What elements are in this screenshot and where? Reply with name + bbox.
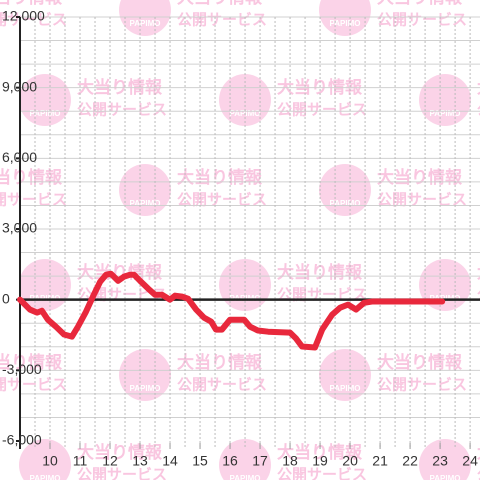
- watermark-title: 大当り情報: [0, 167, 63, 188]
- watermark-circle: [219, 439, 271, 480]
- watermark-subtitle: 公開サービス: [377, 376, 467, 394]
- watermark-circle: [119, 0, 171, 36]
- watermark-logo: PAPIMO: [130, 199, 161, 208]
- watermark-title: 大当り情報: [277, 262, 363, 283]
- watermark-title: 大当り情報: [77, 442, 163, 463]
- x-tick-label: 20: [342, 453, 358, 469]
- x-tick-label: 18: [282, 453, 298, 469]
- y-tick-label: -3,000: [2, 361, 42, 377]
- watermark-subtitle: 公開サービス: [177, 376, 267, 394]
- watermark-title: 大当り情報: [177, 167, 263, 188]
- watermark-title: 大当り情報: [0, 352, 63, 373]
- watermark-circle: [219, 74, 271, 126]
- x-tick-label: 16: [222, 453, 238, 469]
- watermark-title: 大当り情報: [0, 0, 63, 8]
- x-tick-label: 24: [462, 453, 478, 469]
- y-tick-label: 0: [2, 290, 10, 306]
- watermark-title: 大当り情報: [477, 262, 480, 283]
- watermark-subtitle: 公開サービス: [0, 376, 67, 394]
- watermark-title: 大当り情報: [377, 0, 463, 8]
- plot: [17, 17, 480, 449]
- watermark-circle: [19, 74, 71, 126]
- x-tick-label: 17: [252, 453, 268, 469]
- x-tick-label: 11: [73, 453, 88, 469]
- x-tick-label: 13: [132, 453, 148, 469]
- x-tick-label: 14: [162, 453, 178, 469]
- watermark-logo: PAPIMO: [130, 384, 161, 393]
- watermark-subtitle: 公開サービス: [277, 101, 367, 119]
- watermark-logo: PAPIMO: [430, 474, 461, 480]
- watermark-circle: [119, 164, 171, 216]
- x-tick-label: 19: [312, 453, 328, 469]
- y-tick-label: 6,000: [2, 149, 37, 165]
- watermark-subtitle: 公開サービス: [77, 101, 167, 119]
- watermark-subtitle: 公開サービス: [377, 11, 467, 29]
- watermark-title: 大当り情報: [177, 0, 263, 8]
- y-tick-label: -6,000: [2, 432, 42, 448]
- watermark-logo: PAPIMO: [330, 384, 361, 393]
- watermark-subtitle: 公開サービス: [0, 11, 67, 29]
- y-tick-label: 3,000: [2, 220, 37, 236]
- x-tick-label: 22: [402, 453, 418, 469]
- watermark-title: 大当り情報: [277, 442, 363, 463]
- watermark-logo: PAPIMO: [430, 109, 461, 118]
- watermark-title: 大当り情報: [377, 167, 463, 188]
- watermark-title: 大当り情報: [77, 262, 163, 283]
- watermark-subtitle: 公開サービス: [177, 11, 267, 29]
- x-tick-label: 23: [432, 453, 448, 469]
- watermark-circle: [119, 349, 171, 401]
- watermark-logo: PAPIMO: [330, 19, 361, 28]
- watermark-circle: [419, 439, 471, 480]
- watermark-title: 大当り情報: [377, 352, 463, 373]
- watermark-logo: PAPIMO: [330, 199, 361, 208]
- x-tick-label: 15: [192, 453, 208, 469]
- watermark-logo: PAPIMO: [230, 474, 261, 480]
- watermark-title: 大当り情報: [177, 352, 263, 373]
- x-tick-label: 10: [42, 453, 58, 469]
- watermark-circle: [419, 259, 471, 311]
- y-tick-label: 9,000: [2, 78, 37, 94]
- x-tick-label: 21: [372, 453, 388, 469]
- watermark-logo: PAPIMO: [130, 19, 161, 28]
- watermark-circle: [19, 259, 71, 311]
- y-tick-label: 12,000: [2, 8, 45, 24]
- watermark-subtitle: 公開サービス: [477, 286, 480, 304]
- watermark-subtitle: 公開サービス: [477, 101, 480, 119]
- watermark-circle: [419, 74, 471, 126]
- x-tick-label: 12: [102, 453, 118, 469]
- watermark-logo: PAPIMO: [30, 474, 61, 480]
- watermark-subtitle: 公開サービス: [177, 191, 267, 209]
- watermark-title: 大当り情報: [477, 442, 480, 463]
- watermark-subtitle: 公開サービス: [77, 466, 167, 480]
- watermark-logo: PAPIMO: [30, 109, 61, 118]
- watermark-subtitle: 公開サービス: [277, 466, 367, 480]
- watermark-circle: [319, 349, 371, 401]
- watermark-circle: [319, 0, 371, 36]
- data-line: [17, 270, 446, 351]
- watermark-subtitle: 公開サービス: [377, 191, 467, 209]
- watermark-circle: [319, 164, 371, 216]
- watermark-subtitle: 公開サービス: [477, 466, 480, 480]
- watermark-circle: [19, 439, 71, 480]
- grid: [16, 16, 480, 449]
